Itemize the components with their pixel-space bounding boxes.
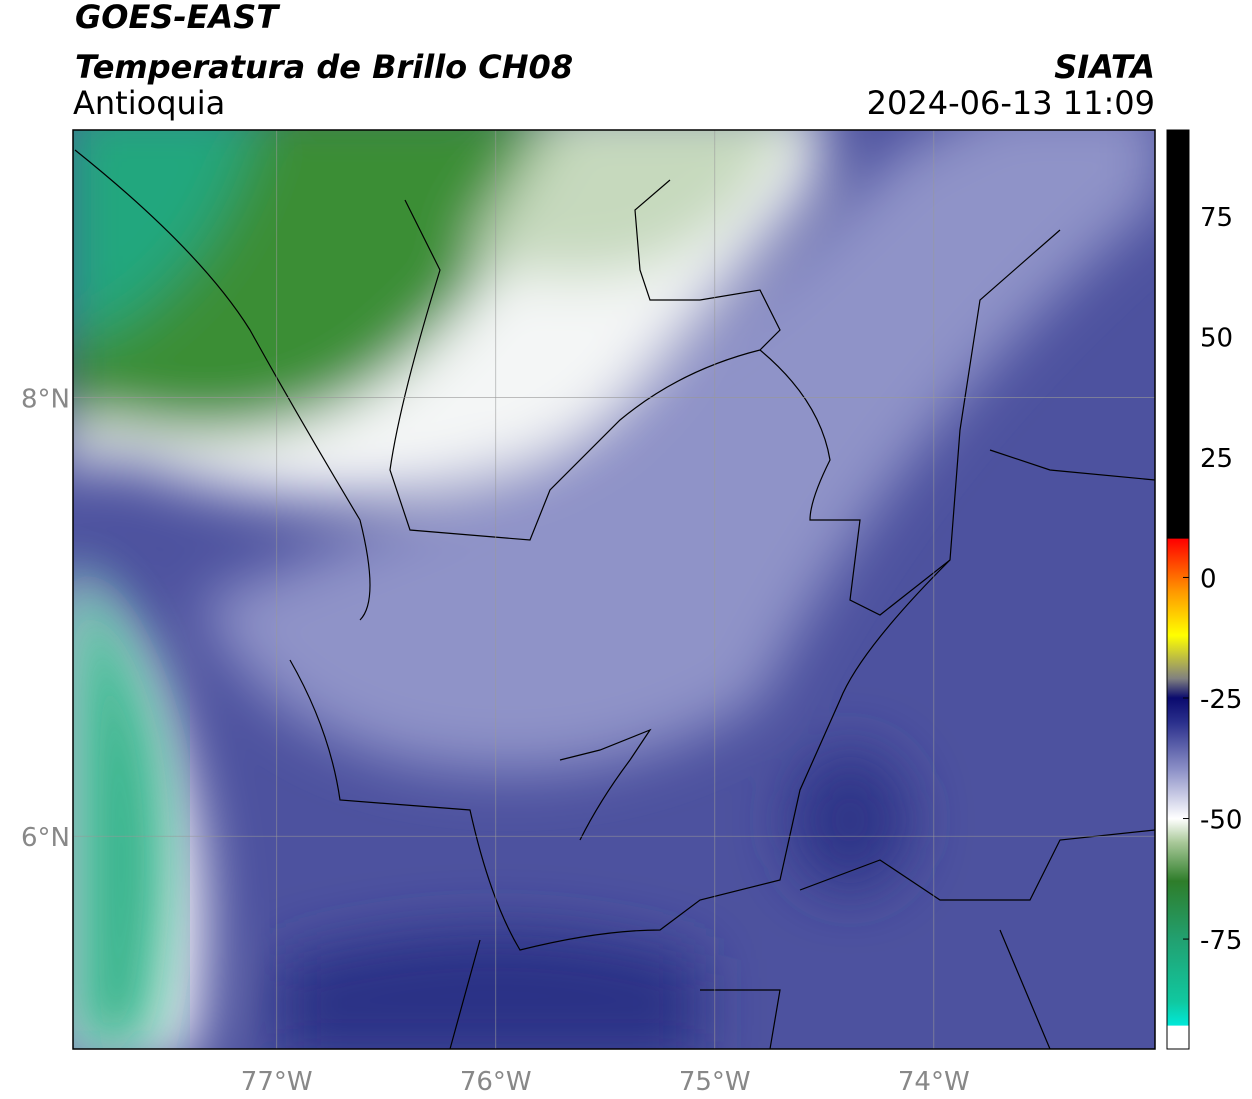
map-frame [72,129,1156,1050]
datetime: 2024-06-13 11:09 [867,84,1155,122]
colorbar-tick-label: 0 [1200,564,1217,594]
colorbar-tick-label: -50 [1200,806,1242,836]
lon-tick-label: 74°W [898,1067,970,1097]
satellite-image [73,130,1155,1049]
lon-tick-label: 76°W [460,1067,532,1097]
lat-tick-label: 8°N [21,385,70,415]
subtitle: Temperatura de Brillo CH08 [75,48,573,86]
colorbar-tick-label: 25 [1200,444,1233,474]
colorbar-tick-label: 50 [1200,323,1233,353]
title: GOES-EAST [75,0,280,36]
lon-tick-label: 77°W [241,1067,313,1097]
lat-tick-label: 6°N [21,823,70,853]
colorbar [1166,129,1190,1050]
colorbar-tick-label: 75 [1200,203,1233,233]
colorbar-tick-label: -75 [1200,926,1242,956]
lon-tick-label: 75°W [679,1067,751,1097]
grid [73,130,1155,1049]
region: Antioquia [73,84,225,122]
source: SIATA [1054,48,1155,86]
colorbar-tick-label: -25 [1200,685,1242,715]
